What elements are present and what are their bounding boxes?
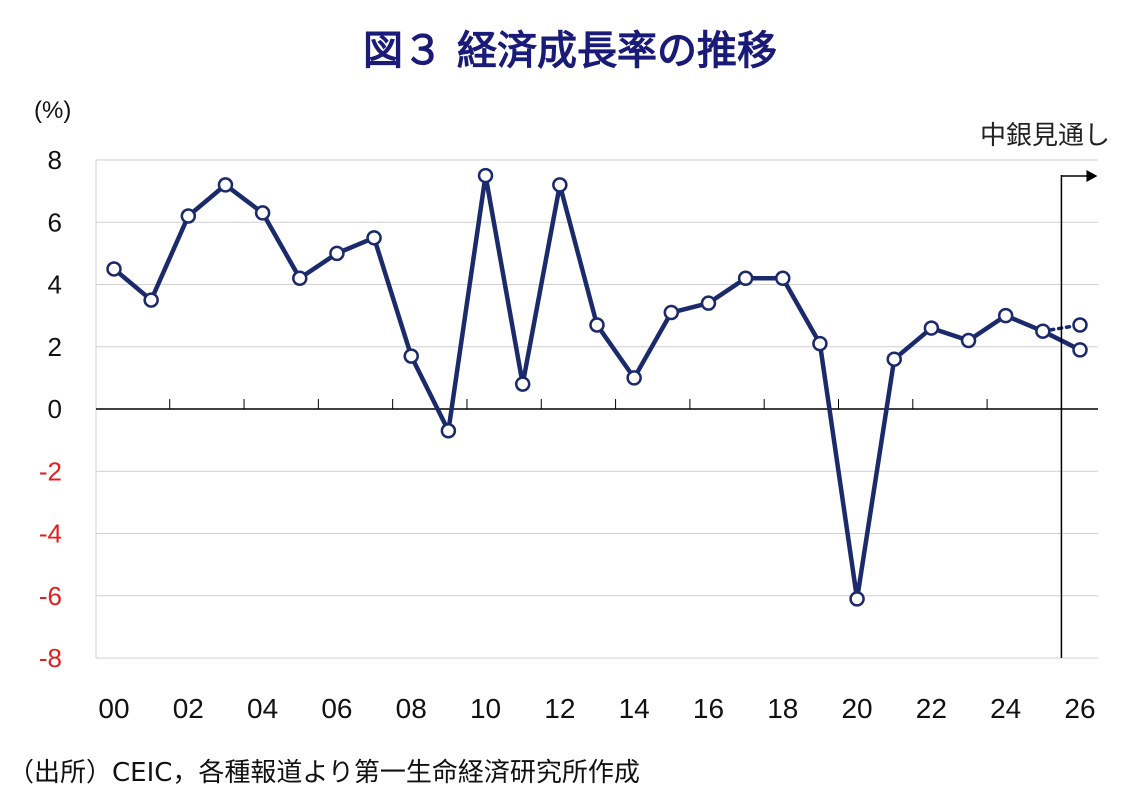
series-line: [112, 173, 1082, 602]
data-point: [217, 177, 234, 193]
x-tick-label: 26: [1064, 693, 1095, 724]
data-point: [960, 332, 977, 349]
y-tick-label: -2: [39, 456, 62, 486]
data-point: [366, 230, 382, 246]
data-point: [1072, 342, 1088, 358]
data-point: [700, 295, 717, 311]
forecast-arrowhead: [1086, 170, 1098, 182]
forecast-annotation: 中銀見通し: [980, 121, 1110, 658]
data-point: [626, 370, 642, 386]
y-tick-label: -6: [39, 581, 62, 611]
y-tick-label: 8: [48, 145, 62, 175]
source-note: （出所）CEIC，各種報道より第一生命経済研究所作成: [8, 758, 640, 788]
data-point: [589, 317, 605, 333]
x-tick-label: 20: [841, 693, 872, 724]
x-tick-label: 18: [767, 693, 798, 724]
forecast-point: [1072, 317, 1088, 333]
x-tick-label: 08: [396, 693, 427, 724]
x-tick-label: 22: [916, 693, 947, 724]
data-point: [514, 376, 531, 392]
data-point: [849, 591, 865, 607]
x-tick-label: 04: [247, 693, 278, 724]
markers: [106, 167, 1088, 607]
data-point: [775, 270, 791, 287]
data-point: [477, 167, 494, 184]
y-tick-label: 6: [48, 207, 62, 237]
x-tick-label: 06: [321, 693, 352, 724]
data-point: [143, 292, 159, 308]
x-tick-label: 24: [990, 693, 1021, 724]
data-point: [997, 307, 1014, 324]
y-tick-label: 4: [48, 270, 62, 300]
data-point: [329, 245, 345, 262]
y-axis-unit-label: (%): [34, 97, 71, 124]
data-point: [812, 335, 828, 352]
y-tick-label: 2: [48, 332, 62, 362]
data-point: [886, 351, 902, 367]
data-point: [1035, 323, 1051, 339]
series: [112, 173, 1082, 602]
y-tick-label: -8: [39, 643, 62, 673]
x-tick-label: 16: [693, 693, 724, 724]
data-point: [663, 304, 680, 321]
chart-title: 図３ 経済成長率の推移: [363, 28, 777, 74]
gridlines: [96, 159, 1098, 659]
y-tick-label: 0: [48, 394, 62, 424]
x-tick-label: 14: [619, 693, 650, 724]
x-tick-label: 12: [544, 693, 575, 724]
data-point: [737, 270, 754, 287]
x-tick-label: 00: [98, 693, 129, 724]
y-tick-label: -4: [39, 519, 62, 549]
data-point: [254, 205, 271, 221]
x-tick-label: 10: [470, 693, 501, 724]
data-point: [106, 261, 122, 277]
data-point: [552, 177, 568, 193]
data-point: [180, 208, 197, 224]
data-point: [403, 348, 419, 364]
data-point: [292, 270, 308, 287]
data-point: [923, 320, 940, 336]
data-point: [440, 423, 457, 439]
forecast-label: 中銀見通し: [980, 121, 1110, 151]
x-tick-label: 02: [173, 693, 204, 724]
axes: [95, 160, 1098, 658]
